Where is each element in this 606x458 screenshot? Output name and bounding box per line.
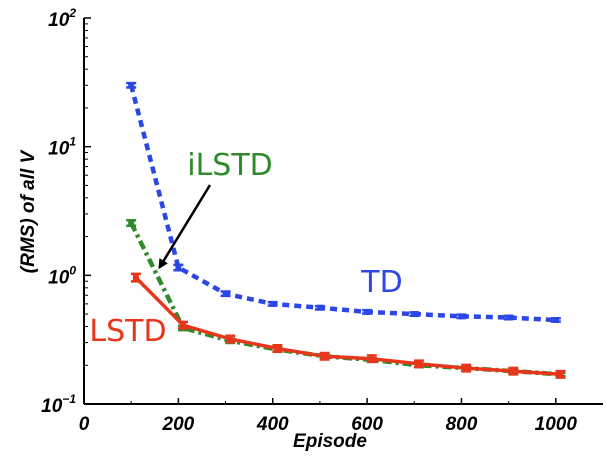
data-point <box>175 264 182 271</box>
data-point <box>510 368 517 375</box>
x-tick-label: 600 <box>351 414 383 435</box>
x-axis-label: Episode <box>293 431 367 452</box>
series-layer <box>126 81 566 379</box>
data-point <box>316 304 323 311</box>
series-label-lstd: LSTD <box>89 314 166 349</box>
data-point <box>269 300 276 307</box>
series-label-ilstd: iLSTD <box>187 148 273 183</box>
series-ilstd <box>126 219 566 378</box>
data-point <box>458 313 465 320</box>
y-tick-label: 102 <box>48 6 76 31</box>
data-point <box>180 322 187 329</box>
axes: 0 200 400 600 800 1000 102 101 100 10−1 <box>41 6 603 435</box>
data-point <box>321 353 328 360</box>
data-point <box>415 360 422 367</box>
data-point <box>364 308 371 315</box>
series-line-td <box>129 84 556 323</box>
labels-layer: TD iLSTD LSTD <box>89 148 402 349</box>
x-tick-label: 1000 <box>535 414 578 435</box>
y-tick-label: 100 <box>48 263 76 288</box>
data-point <box>552 316 559 323</box>
series-td <box>126 81 561 323</box>
data-point <box>411 311 418 318</box>
x-tick-label: 0 <box>79 414 90 435</box>
data-point <box>463 365 470 372</box>
data-point <box>128 220 135 227</box>
series-lstd <box>130 272 566 379</box>
data-point <box>505 314 512 321</box>
data-point <box>132 274 139 281</box>
annotation-arrow <box>158 184 212 270</box>
series-label-td: TD <box>360 265 402 300</box>
data-point <box>274 345 281 352</box>
y-tick-label: 10−1 <box>41 392 76 417</box>
data-point <box>222 290 229 297</box>
data-point <box>368 355 375 362</box>
x-tick-label: 400 <box>256 414 289 435</box>
series-line-ilstd <box>129 222 561 377</box>
data-point <box>557 371 564 378</box>
y-tick-label: 101 <box>48 135 76 160</box>
x-tick-label: 800 <box>446 414 478 435</box>
data-point <box>227 336 234 343</box>
series-line-lstd <box>134 276 561 377</box>
y-axis-label: (RMS) of all V <box>18 149 39 273</box>
x-tick-label: 200 <box>162 414 195 435</box>
data-point <box>128 82 135 89</box>
